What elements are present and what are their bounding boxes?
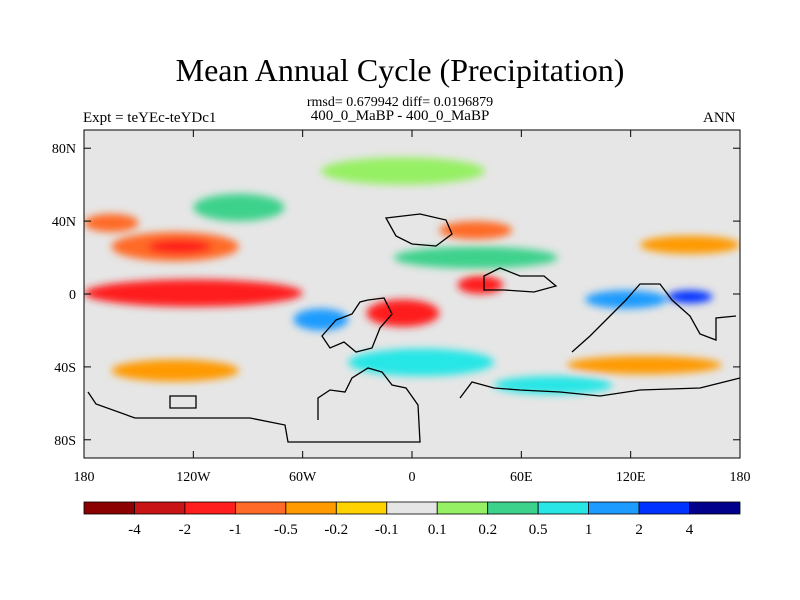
colorbar-swatch — [184, 501, 236, 515]
colorbar-swatch — [588, 501, 640, 515]
colorbar-swatch — [689, 501, 741, 515]
land-outline-segment — [459, 377, 740, 399]
colorbar-swatch — [285, 501, 337, 515]
colorbar-label: -1 — [229, 522, 242, 538]
colorbar-swatch — [134, 501, 186, 515]
colorbar-label: 1 — [585, 522, 593, 538]
y-tick-label: 80N — [52, 142, 76, 157]
y-tick-label: 80S — [54, 434, 76, 449]
colorbar-label: 0.2 — [478, 522, 497, 538]
stats-line: rmsd= 0.679942 diff= 0.0196879 — [306, 95, 494, 110]
land-outline — [87, 213, 740, 443]
field-region-north-america-wet — [193, 193, 285, 222]
x-tick-label: 60E — [510, 470, 533, 485]
colorbar-label: -0.1 — [375, 522, 399, 538]
colorbar-label: -0.5 — [274, 522, 298, 538]
x-tick-label: 180 — [74, 470, 95, 485]
x-tick-label: 180 — [730, 470, 751, 485]
field-region-south-pacific-drying — [111, 359, 239, 382]
colorbar-swatch — [386, 501, 438, 515]
colorbar-swatch — [83, 501, 135, 515]
land-outline-segment — [384, 213, 453, 247]
field-region-south-atlantic-wet — [348, 348, 494, 377]
field-region-north-pacific-west-drying — [639, 235, 740, 254]
field-region-indian-ocean-drying — [457, 275, 504, 294]
plot-area — [83, 129, 741, 459]
colorbar-label: 0.5 — [529, 522, 548, 538]
chart-title: Mean Annual Cycle (Precipitation) — [175, 52, 625, 88]
field-region-east-pacific-wet — [293, 308, 349, 331]
y-tick-label: 0 — [69, 288, 76, 303]
x-tick-label: 60W — [289, 470, 317, 485]
colorbar-label: -2 — [179, 522, 192, 538]
land-outline-segment — [321, 297, 393, 353]
colorbar-label: 4 — [686, 522, 694, 538]
colorbar-label: 0.1 — [428, 522, 447, 538]
field-region-west-pacific-40n-drying — [84, 213, 139, 233]
land-outline-segment — [571, 283, 737, 353]
field-region-equatorial-west-pacific-wet — [667, 290, 713, 304]
colorbar-swatch — [234, 501, 287, 515]
field-region-north-atlantic-wet — [393, 246, 558, 269]
colorbar-label: -0.2 — [324, 522, 348, 538]
colorbar-swatch — [638, 501, 690, 515]
land-outline-segment — [483, 267, 558, 293]
experiment-label: Expt = teYEc-teYDc1 — [83, 110, 217, 126]
field-region-atlantic-drying — [366, 299, 440, 327]
colorbar: -4 -2 -1 -0.5 -0.2 -0.1 0.1 0.2 0.5 1 2 4 — [83, 501, 741, 538]
y-axis: 80N 40N 0 40S 80S — [52, 142, 740, 449]
x-tick-label: 0 — [409, 470, 416, 485]
field-region-east-asia-drying — [439, 221, 513, 240]
colorbar-swatch — [487, 501, 539, 515]
colorbar-swatch — [436, 501, 489, 515]
x-tick-label: 120W — [176, 470, 211, 485]
land-outline-segment — [87, 367, 421, 443]
field-region-southern-ocean-drying — [566, 355, 722, 375]
x-tick-label: 120E — [616, 470, 646, 485]
field-region-north-pacific-drying-core — [147, 239, 212, 254]
season-label: ANN — [703, 110, 736, 126]
colorbar-swatch — [335, 501, 388, 515]
field-region-tropical-pacific-drying — [84, 279, 303, 307]
y-tick-label: 40N — [52, 215, 76, 230]
land-outline-segment — [169, 395, 197, 409]
field-region-arctic-wet — [320, 157, 485, 185]
colorbar-label: 2 — [635, 522, 643, 538]
colorbar-label: -4 — [128, 522, 141, 538]
colorbar-swatch — [537, 501, 590, 515]
y-tick-label: 40S — [54, 361, 76, 376]
period-label: 400_0_MaBP - 400_0_MaBP — [310, 108, 490, 124]
x-axis: 180 120W 60W 0 60E 120E 180 — [74, 130, 751, 485]
